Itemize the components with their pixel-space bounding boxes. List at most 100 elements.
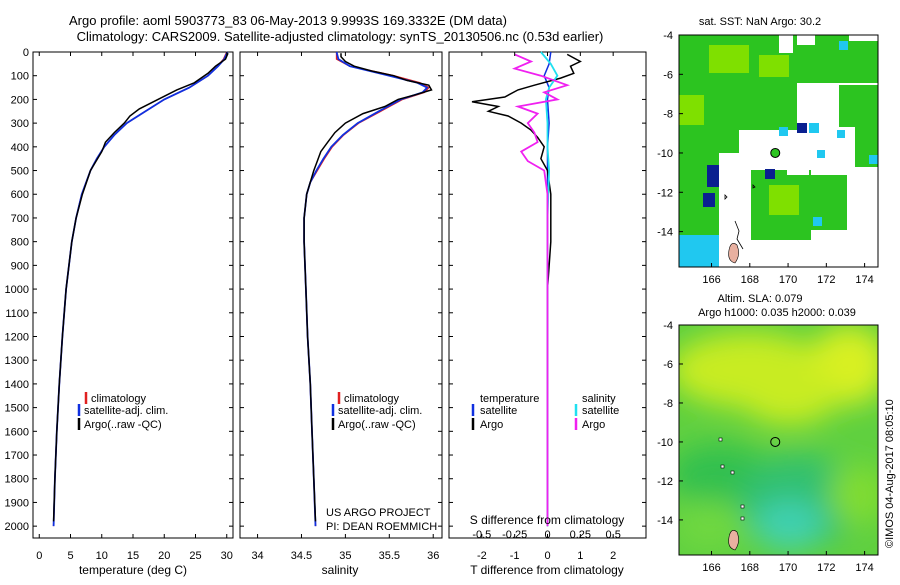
temperature-panel: 0 5 10 15 20 25 30 temperature (deg C) climato…: [32, 51, 234, 577]
depth-tick-label: 1100: [5, 308, 29, 320]
x-tick-label: 15: [127, 550, 139, 562]
legend-title-salinity: salinity: [582, 393, 616, 405]
x-tick-label: 10: [96, 550, 108, 562]
difference-x-label: T difference from climatology: [470, 563, 624, 577]
map-y-tick-label: -14: [657, 515, 673, 527]
difference-x2-label: S difference from climatology: [470, 513, 625, 527]
depth-tick-label: 2000: [5, 521, 29, 533]
annotation-pi: PI: DEAN ROEMMICH: [326, 521, 437, 533]
x-tick-label: 5: [67, 550, 73, 562]
map-x-tick-label: 170: [779, 274, 797, 286]
map-y-tick-label: -12: [657, 187, 673, 199]
depth-tick-label: 400: [11, 142, 29, 154]
salinity-x-ticks: 34 34.5 35 35.5 36: [251, 52, 439, 562]
legend-label-t-argo: Argo: [480, 419, 503, 431]
temperature-legend: climatology satellite-adj. clim. Argo(..…: [77, 392, 168, 431]
depth-tick-label: 0: [23, 47, 29, 59]
depth-tick-label: 100: [11, 71, 29, 83]
depth-axis: 0 100 200 300 400 500 600 700 800 900 1000 1100 1200…: [5, 47, 29, 533]
sst-map-field: [679, 35, 878, 267]
sla-coastline: [718, 437, 745, 521]
salinity-panel: 34 34.5 35 35.5 36 salinity climatology sate…: [239, 51, 443, 577]
map-y-tick-label: -6: [663, 69, 673, 81]
map-x-tick-label: 172: [817, 274, 835, 286]
annotation-project: US ARGO PROJECT: [326, 507, 431, 519]
x-tick-label: 1: [577, 550, 583, 562]
sla-map-title-line1: Altim. SLA: 0.079: [718, 293, 803, 305]
sla-map-frame: [678, 324, 879, 556]
x-tick-label: 34.5: [291, 550, 312, 562]
sst-map: sat. SST: NaN Argo: 30.2: [657, 16, 879, 286]
depth-tick-label: 900: [11, 260, 29, 272]
temperature-x-label: temperature (deg C): [79, 563, 187, 577]
x-tick-label: 36: [427, 550, 439, 562]
depth-tick-label: 1700: [5, 450, 29, 462]
legend-title-temperature: temperature: [480, 393, 539, 405]
sla-map-title-line2: Argo h1000: 0.035 h2000: 0.039: [698, 307, 856, 319]
sla-land-island: [728, 530, 739, 551]
x-tick-label: -2: [477, 550, 487, 562]
x2-tick-label: 0.5: [606, 529, 621, 541]
map-x-tick-label: 166: [702, 274, 720, 286]
map-y-tick-label: -8: [663, 109, 673, 121]
map-y-tick-label: -8: [663, 398, 673, 410]
depth-tick-label: 1200: [5, 331, 29, 343]
series-line-salinity-argo: [511, 53, 571, 527]
difference-x2-ticks: -0.5 -0.25 0 0.25 0.5: [472, 529, 620, 541]
sst-cyan-cells: [679, 41, 878, 267]
difference-lines: [449, 51, 646, 527]
depth-tick-label: 1900: [5, 497, 29, 509]
salinity-lines: [240, 51, 442, 527]
x-tick-label: 2: [610, 550, 616, 562]
legend-label-s-satellite: satellite: [582, 405, 619, 417]
map-x-tick-label: 170: [779, 562, 797, 574]
x-tick-label: 34: [251, 550, 263, 562]
map-x-tick-label: 174: [855, 562, 873, 574]
map-y-tick-label: -4: [663, 30, 673, 42]
depth-tick-label: 800: [11, 237, 29, 249]
x-tick-label: 35: [339, 550, 351, 562]
map-x-tick-label: 166: [702, 562, 720, 574]
legend-label-argo: Argo(..raw -QC): [338, 419, 416, 431]
salinity-x-label: salinity: [322, 563, 359, 577]
sla-map-y-ticks: -4 -6 -8 -10 -12 -14: [657, 320, 683, 527]
map-y-tick-label: -10: [657, 437, 673, 449]
x-tick-label: 20: [158, 550, 170, 562]
figure-title-line1: Argo profile: aoml 5903773_83 06-May-201…: [69, 13, 507, 28]
temperature-x-ticks: 0 5 10 15 20 25 30: [36, 52, 233, 562]
x2-tick-label: -0.25: [502, 529, 527, 541]
difference-panel: -2 -1 0 1 2 S difference from climatology -0…: [448, 51, 647, 577]
map-x-tick-label: 168: [741, 562, 759, 574]
depth-tick-label: 200: [11, 94, 29, 106]
map-x-tick-label: 172: [817, 562, 835, 574]
sst-coastline: [724, 184, 756, 250]
depth-tick-label: 1500: [5, 403, 29, 415]
depth-tick-label: 300: [11, 118, 29, 130]
sla-map: Altim. SLA: 0.079 Argo h1000: 0.035 h200…: [657, 293, 879, 574]
figure-title-line2: Climatology: CARS2009. Satellite-adjuste…: [77, 29, 604, 44]
sla-argo-marker: [770, 436, 781, 447]
sst-white-gaps: [719, 35, 878, 267]
difference-x-ticks: -2 -1 0 1 2: [477, 52, 616, 562]
x-tick-label: 0: [36, 550, 42, 562]
sla-field: [679, 325, 878, 550]
x2-tick-label: 0.25: [570, 529, 591, 541]
legend-label-climatology: climatology: [91, 393, 147, 405]
x-tick-label: 0: [544, 550, 550, 562]
map-y-tick-label: -14: [657, 227, 673, 239]
sst-land-island: [728, 243, 739, 264]
sst-dark-blue-cells: [703, 123, 807, 207]
map-x-tick-label: 168: [741, 274, 759, 286]
legend-label-t-satellite: satellite: [480, 405, 517, 417]
depth-tick-label: 1300: [5, 355, 29, 367]
map-y-tick-label: -10: [657, 148, 673, 160]
legend-label-satellite: satellite-adj. clim.: [84, 405, 168, 417]
x2-tick-label: 0: [544, 529, 550, 541]
sst-map-title: sat. SST: NaN Argo: 30.2: [699, 16, 821, 28]
legend-label-argo: Argo(..raw -QC): [84, 419, 162, 431]
sst-light-patches: [679, 45, 799, 215]
sst-argo-marker: [770, 147, 781, 158]
sla-map-x-ticks: 166 168 170 172 174: [702, 551, 874, 574]
depth-tick-label: 700: [11, 213, 29, 225]
